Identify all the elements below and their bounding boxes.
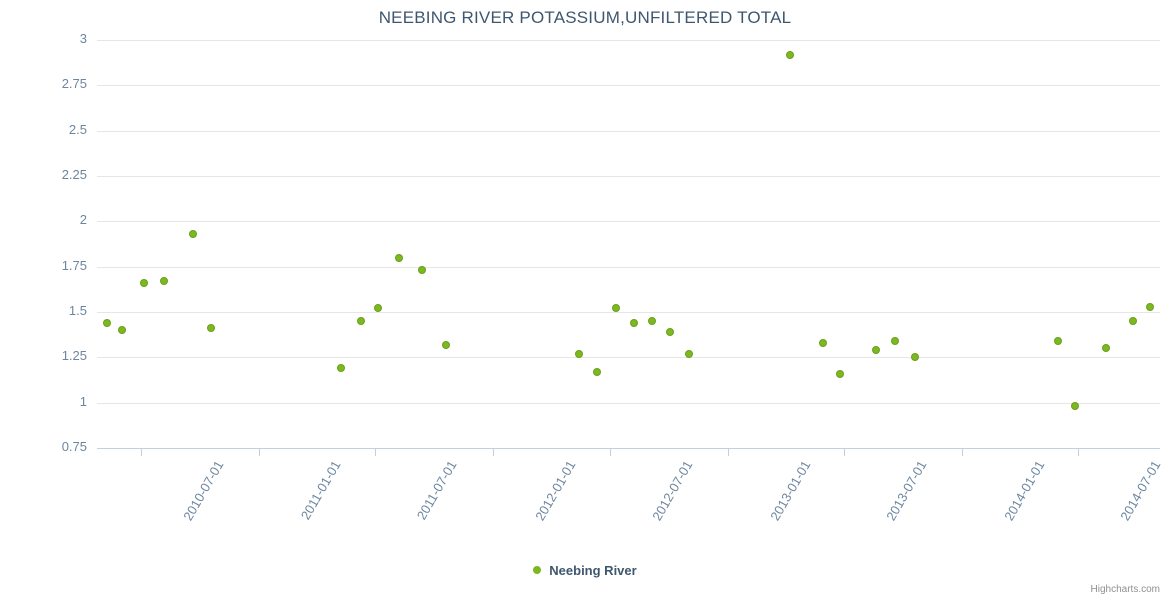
gridline <box>97 402 1160 404</box>
y-axis-tick-label: 2 <box>79 212 87 228</box>
x-axis-tick-label: 2011-07-01 <box>413 458 460 523</box>
data-point[interactable] <box>373 304 382 313</box>
data-point[interactable] <box>629 318 638 327</box>
data-point[interactable] <box>159 277 168 286</box>
gridline <box>97 221 1160 223</box>
data-point[interactable] <box>910 353 919 362</box>
data-point[interactable] <box>575 349 584 358</box>
y-axis-tick-label: 1.5 <box>68 303 87 318</box>
data-point[interactable] <box>356 317 365 326</box>
data-point[interactable] <box>835 369 844 378</box>
data-point[interactable] <box>871 346 880 355</box>
data-point[interactable] <box>1071 402 1080 411</box>
y-axis-tick-label: 1.75 <box>61 257 87 273</box>
data-point[interactable] <box>1129 317 1138 326</box>
y-axis-tick-label: 2.25 <box>61 167 87 182</box>
x-axis-tick <box>844 448 846 456</box>
gridline <box>97 357 1160 359</box>
gridline <box>97 312 1160 313</box>
chart-legend[interactable]: Neebing River <box>0 562 1170 578</box>
legend-marker-icon <box>533 565 542 574</box>
data-point[interactable] <box>206 324 215 333</box>
x-axis-tick <box>493 448 495 456</box>
highcharts-credits[interactable]: Highcharts.com <box>1090 584 1160 595</box>
data-point[interactable] <box>188 230 197 239</box>
y-axis-tick-label: 0.75 <box>61 439 87 454</box>
data-point[interactable] <box>336 364 345 373</box>
data-point[interactable] <box>890 337 899 345</box>
x-axis-tick <box>140 448 142 456</box>
data-point[interactable] <box>118 326 127 335</box>
data-point[interactable] <box>611 304 620 313</box>
y-axis-tick-label: 2.5 <box>68 121 87 137</box>
x-axis-tick-label: 2012-07-01 <box>649 458 696 524</box>
gridline <box>97 85 1160 87</box>
chart-title: NEEBING RIVER POTASSIUM,UNFILTERED TOTAL <box>378 8 792 27</box>
legend-item-label[interactable]: Neebing River <box>549 563 637 579</box>
x-axis-line <box>97 448 1160 449</box>
data-point[interactable] <box>395 253 404 262</box>
data-point[interactable] <box>818 338 827 347</box>
data-point[interactable] <box>139 278 148 287</box>
data-point[interactable] <box>685 349 694 358</box>
data-point[interactable] <box>1145 302 1154 311</box>
y-axis-tick-label: 1 <box>79 393 87 409</box>
data-point[interactable] <box>417 266 426 275</box>
x-axis-tick <box>727 448 729 456</box>
data-point[interactable] <box>441 340 450 349</box>
data-point[interactable] <box>648 317 657 326</box>
data-point[interactable] <box>786 50 795 59</box>
x-axis-tick-label: 2014-01-01 <box>1001 458 1048 524</box>
gridline <box>97 40 1160 41</box>
gridline <box>97 176 1160 177</box>
x-axis-tick-label: 2013-07-01 <box>883 458 930 524</box>
x-axis-tick-label: 2014-07-01 <box>1117 458 1164 524</box>
x-axis-tick-label: 2011-01-01 <box>297 458 344 523</box>
x-axis-tick <box>374 448 376 456</box>
data-point[interactable] <box>1053 337 1062 345</box>
data-point[interactable] <box>593 367 602 376</box>
data-point[interactable] <box>1102 344 1111 353</box>
data-point[interactable] <box>666 327 675 336</box>
x-axis-tick <box>1078 448 1080 456</box>
gridline <box>97 266 1160 268</box>
plot-area: 0.75 1 1.25 1.5 1.75 2 2.25 2.5 2.75 3 2010-07-01… <box>62 31 1164 523</box>
x-axis-tick <box>962 448 964 456</box>
x-axis-tick <box>258 448 260 456</box>
x-axis-tick-label: 2012-01-01 <box>532 458 579 524</box>
x-axis-tick-label: 2013-01-01 <box>767 458 814 524</box>
gridline <box>97 130 1160 132</box>
y-axis-tick-label: 3 <box>79 31 87 46</box>
y-axis-tick-label: 2.75 <box>61 76 87 92</box>
data-point[interactable] <box>103 318 112 327</box>
x-axis-tick-label: 2010-07-01 <box>179 458 227 524</box>
x-axis-tick <box>609 448 611 456</box>
y-axis-tick-label: 1.25 <box>61 348 87 364</box>
